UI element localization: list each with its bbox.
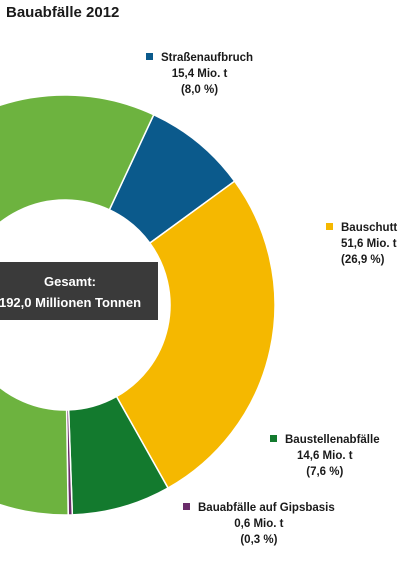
legend-swatch-strassenaufbruch [146, 53, 153, 60]
label-gipsbasis-name: Bauabfälle auf Gipsbasis [198, 502, 335, 514]
label-strassenaufbruch-name: Straßenaufbruch [161, 52, 254, 64]
label-bauschutt-amount: 51,6 Mio. t [341, 238, 397, 250]
label-baustellenabfaelle-amount: 14,6 Mio. t [296, 450, 353, 462]
slice-other [0, 94, 155, 516]
label-gipsbasis-amount: 0,6 Mio. t [234, 518, 284, 530]
label-bauschutt-share: (26,9 %) [341, 254, 385, 266]
chart-title: Bauabfälle 2012 [6, 4, 120, 21]
center-label: Gesamt: [44, 274, 96, 289]
label-gipsbasis-share: (0,3 %) [240, 534, 278, 546]
label-strassenaufbruch-share: (8,0 %) [180, 84, 219, 96]
label-strassenaufbruch-amount: 15,4 Mio. t [171, 68, 228, 80]
label-gipsbasis: Bauabfälle auf Gipsbasis 0,6 Mio. t (0,3… [183, 500, 335, 548]
label-baustellenabfaelle: Baustellenabfälle 14,6 Mio. t (7,6 %) [270, 432, 380, 480]
label-strassenaufbruch: Straßenaufbruch 15,4 Mio. t (8,0 %) [146, 50, 253, 98]
center-total-box: Gesamt: 192,0 Millionen Tonnen [0, 262, 158, 320]
legend-swatch-baustellenabfaelle [270, 435, 277, 442]
legend-swatch-bauschutt [326, 223, 333, 230]
label-bauschutt: Bauschutt 51,6 Mio. t (26,9 %) [326, 220, 397, 268]
center-total-value: 192,0 Millionen Tonnen [0, 295, 141, 310]
legend-swatch-gipsbasis [183, 503, 190, 510]
label-baustellenabfaelle-name: Baustellenabfälle [285, 434, 380, 446]
label-bauschutt-name: Bauschutt [341, 222, 398, 234]
label-baustellenabfaelle-share: (7,6 %) [306, 466, 344, 478]
slice-bauschutt [115, 180, 276, 490]
